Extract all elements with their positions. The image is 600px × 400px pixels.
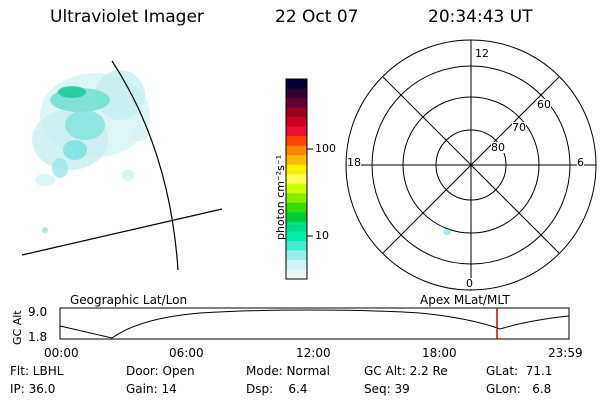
colorbar-cell — [286, 107, 307, 118]
aurora-emission-blob — [32, 70, 150, 233]
polar-label-60: 60 — [537, 98, 551, 111]
status-gain: Gain: 14 — [126, 382, 177, 396]
timeline-x-tick-1800: 18:00 — [422, 346, 457, 360]
status-gc-alt: GC Alt: 2.2 Re — [364, 364, 448, 378]
polar-label-70: 70 — [512, 121, 526, 134]
colorbar-cell — [286, 183, 307, 194]
polar-diagonal-2 — [382, 76, 560, 254]
colorbar-tick-100: 100 — [315, 142, 336, 155]
polar-label-0: 0 — [466, 277, 473, 290]
colorbar-cell — [286, 193, 307, 204]
polar-emission-spot — [443, 229, 451, 235]
observation-date: 22 Oct 07 — [275, 7, 359, 27]
polar-label-18: 18 — [347, 156, 361, 169]
colorbar-cell — [286, 174, 307, 185]
timeline-right-label: Apex MLat/MLT — [420, 293, 510, 307]
colorbar-cell — [286, 145, 307, 156]
colorbar-cell — [286, 164, 307, 175]
polar-label-12: 12 — [475, 47, 489, 60]
timeline-x-tick-1200: 12:00 — [296, 346, 331, 360]
meridian-line — [21, 208, 223, 256]
status-door: Door: Open — [126, 364, 195, 378]
colorbar-cell — [286, 117, 307, 128]
instrument-title: Ultraviolet Imager — [50, 7, 204, 27]
colorbar-cell — [286, 136, 307, 147]
timeline-y-tick-low: 1.8 — [28, 330, 48, 344]
colorbar-cell — [286, 79, 307, 90]
colorbar-gradient — [286, 79, 307, 280]
terminator-line — [111, 60, 179, 271]
status-glat: GLat: 71.1 — [486, 364, 553, 378]
timeline-altitude-curve — [59, 309, 570, 339]
status-ip: IP: 36.0 — [10, 382, 56, 396]
colorbar-tick-10: 10 — [315, 229, 329, 242]
status-dsp: Dsp: 6.4 — [246, 382, 308, 396]
polar-label-80: 80 — [491, 141, 505, 154]
colorbar-cell — [286, 259, 307, 271]
timeline-frame — [59, 307, 570, 340]
colorbar-cell — [286, 212, 307, 223]
timeline-y-tick-high: 9.0 — [28, 305, 48, 319]
colorbar-cell — [286, 250, 307, 261]
status-filter: Flt: LBHL — [10, 364, 64, 378]
colorbar-cell — [286, 126, 307, 137]
status-glon: GLon: 6.8 — [486, 382, 552, 396]
timeline-x-tick-2359: 23:59 — [548, 346, 583, 360]
colorbar-cell — [286, 98, 307, 109]
observation-time: 20:34:43 UT — [428, 7, 533, 27]
timeline-x-tick-0600: 06:00 — [169, 346, 204, 360]
colorbar-cell — [286, 269, 307, 280]
colorbar-cell — [286, 221, 307, 232]
colorbar-cell — [286, 155, 307, 166]
status-seq: Seq: 39 — [364, 382, 410, 396]
timeline-left-label: Geographic Lat/Lon — [70, 293, 188, 307]
status-mode: Mode: Normal — [246, 364, 330, 378]
colorbar-cell — [286, 240, 307, 252]
colorbar-cell — [286, 88, 307, 99]
timeline-x-tick-0000: 00:00 — [44, 346, 79, 360]
colorbar-cell — [286, 231, 307, 242]
colorbar-cell — [286, 202, 307, 213]
polar-label-6: 6 — [577, 156, 584, 169]
